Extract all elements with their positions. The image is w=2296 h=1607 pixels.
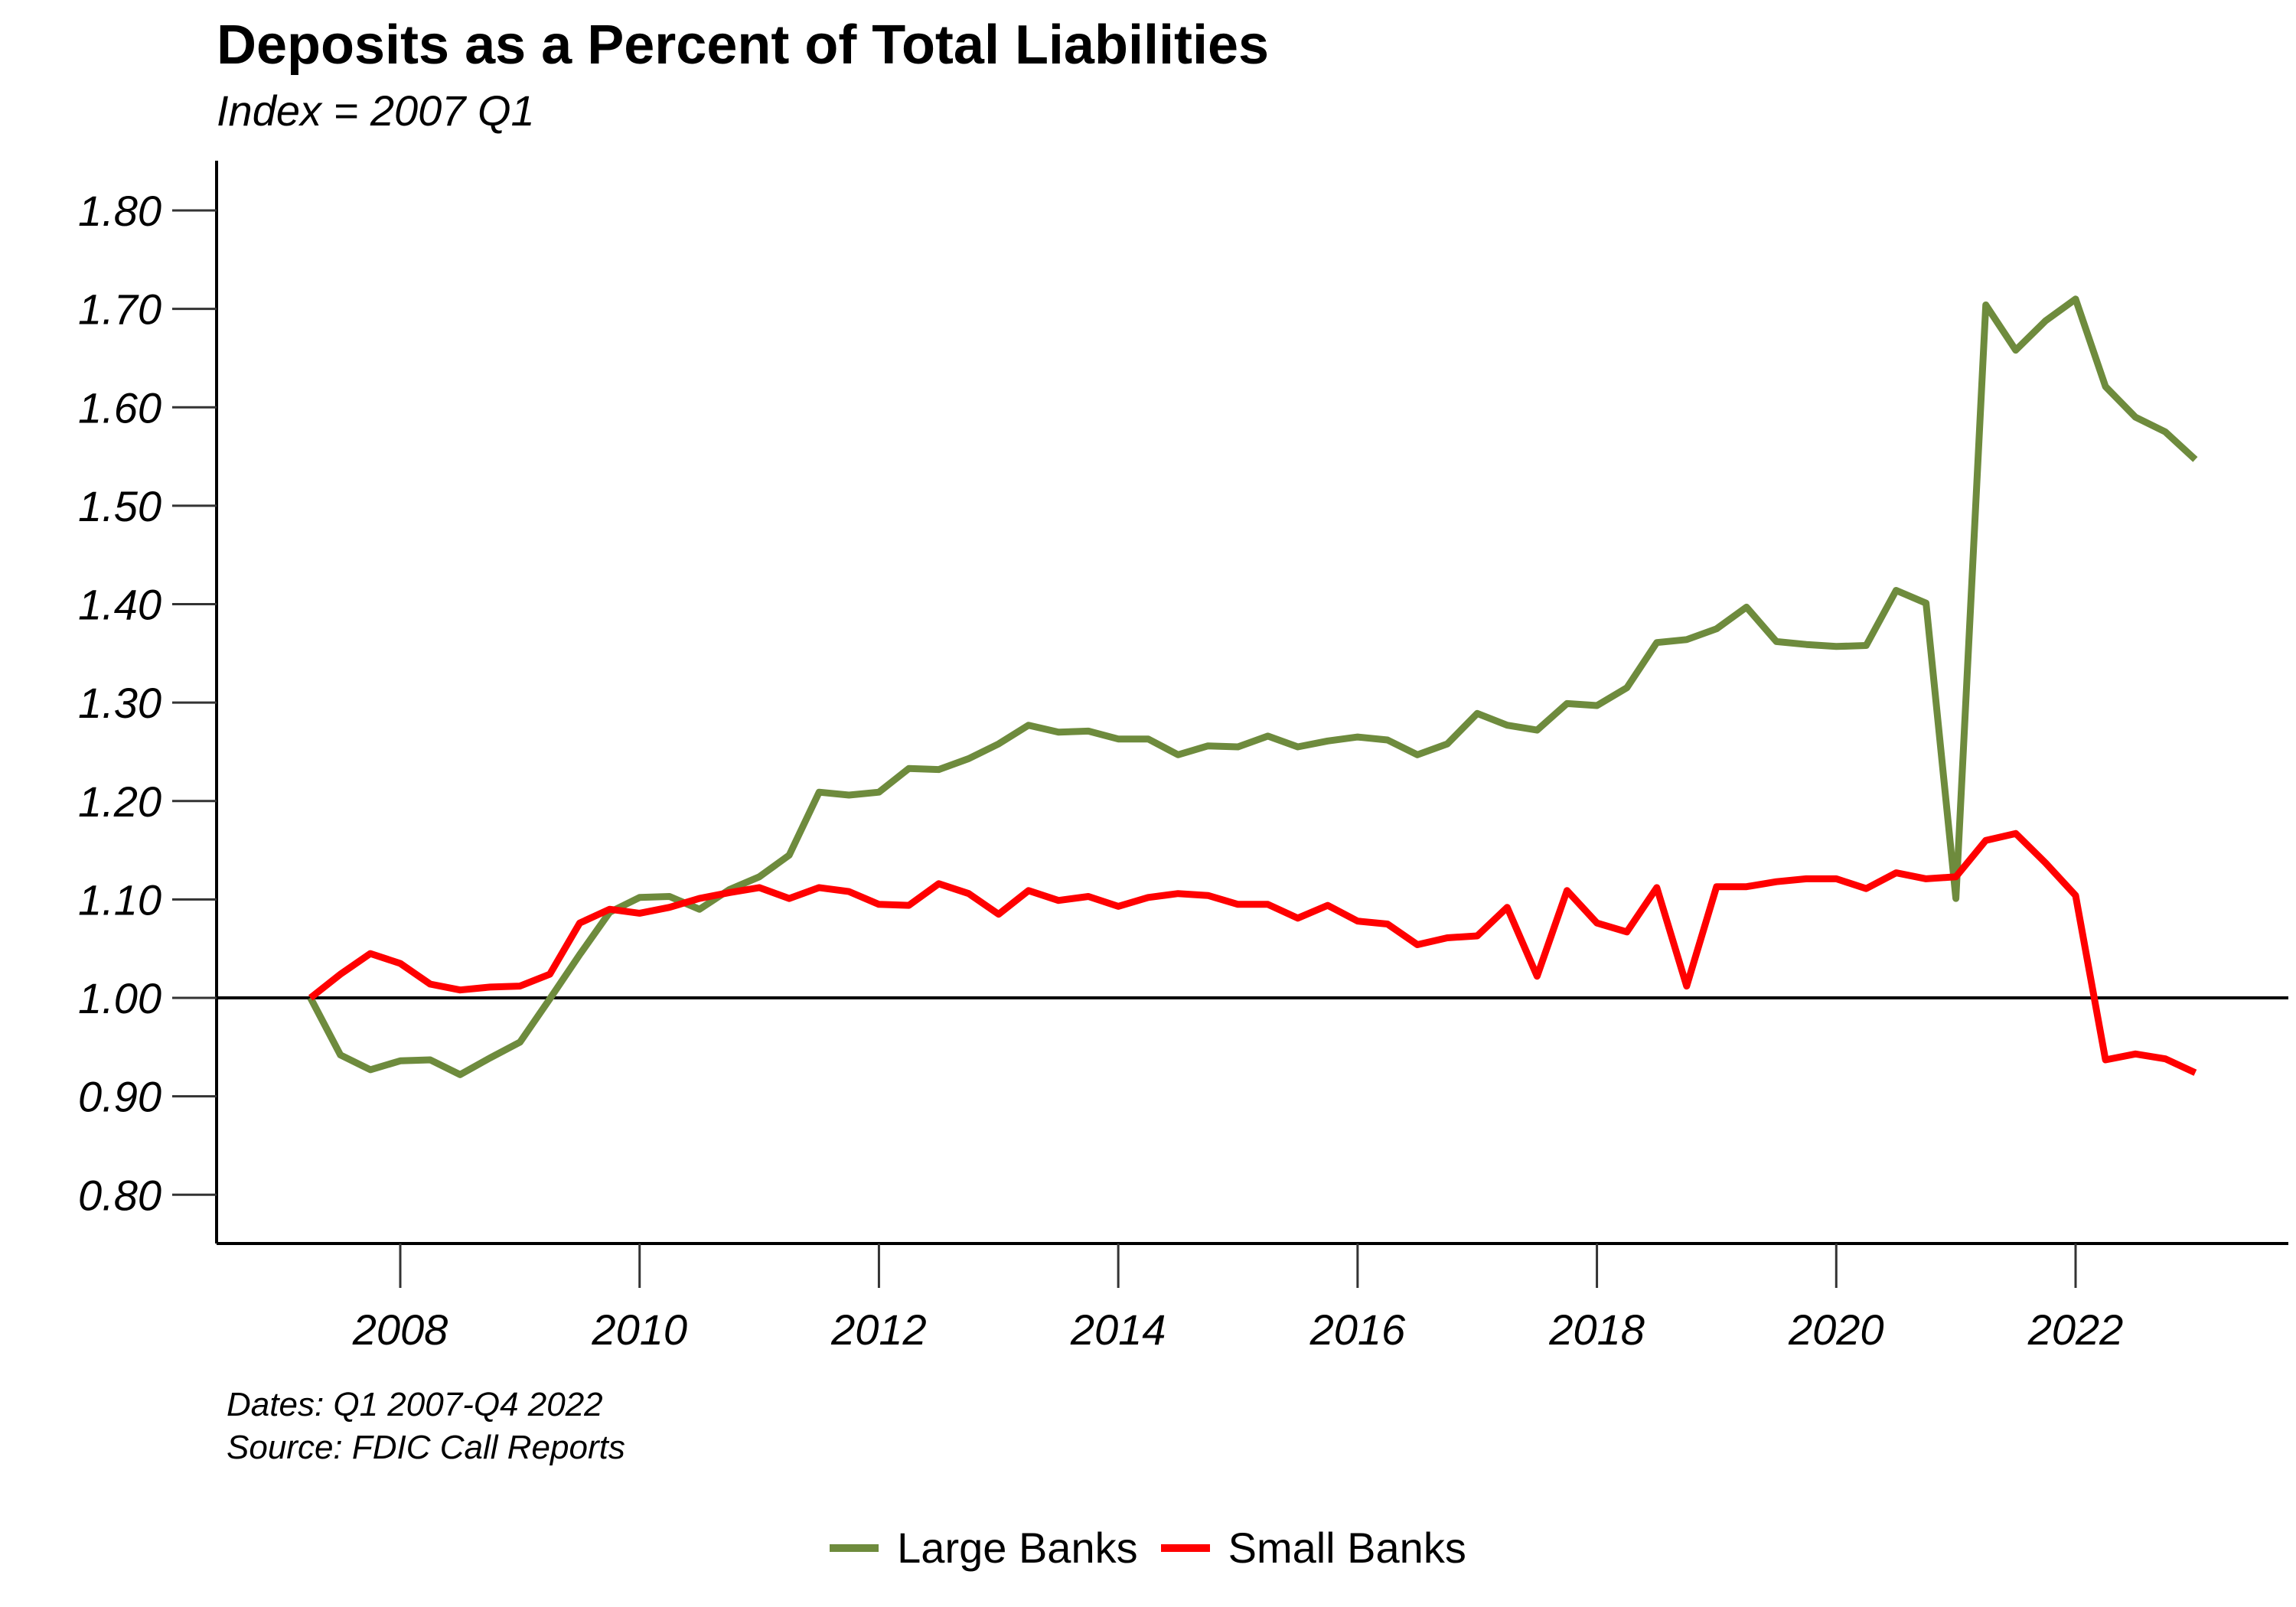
legend-item-large-banks: Large Banks [830, 1523, 1138, 1573]
x-tick-label: 2010 [591, 1305, 687, 1354]
chart-subtitle: Index = 2007 Q1 [217, 86, 535, 135]
series-line-large-banks [307, 295, 2198, 1078]
y-tick-label: 1.10 [78, 875, 161, 924]
chart-title: Deposits as a Percent of Total Liabiliti… [217, 15, 1270, 76]
caption-dates: Dates: Q1 2007-Q4 2022 [227, 1386, 603, 1423]
x-tick-label: 2022 [2027, 1305, 2124, 1354]
y-tick-label: 1.30 [78, 679, 161, 727]
x-tick-label: 2014 [1070, 1305, 1166, 1354]
x-tick-label: 2020 [1788, 1305, 1884, 1354]
legend-item-small-banks: Small Banks [1160, 1523, 1466, 1573]
y-tick-label: 0.90 [78, 1073, 161, 1121]
y-tick-label: 1.00 [78, 974, 161, 1022]
y-tick-label: 0.80 [78, 1171, 161, 1219]
axes: 0.80 0.90 1.00 1.10 1.20 1.30 1.40 1.50 1.60 1.70… [78, 161, 2288, 1354]
series-line-small-banks [308, 830, 2197, 1076]
caption-source: Source: FDIC Call Reports [227, 1429, 625, 1466]
legend: Large Banks Small Banks [0, 1523, 2296, 1573]
series-lines [307, 295, 2198, 1078]
legend-label-large-banks: Large Banks [897, 1524, 1138, 1572]
x-tick-label: 2018 [1548, 1305, 1645, 1354]
y-tick-label: 1.70 [78, 285, 161, 334]
caption: Dates: Q1 2007-Q4 2022 Source: FDIC Call… [227, 1384, 625, 1469]
legend-label-small-banks: Small Banks [1228, 1524, 1466, 1572]
legend-swatch-large-banks [830, 1543, 879, 1552]
x-tick-label: 2016 [1309, 1305, 1406, 1354]
y-tick-label: 1.80 [78, 187, 161, 235]
legend-swatch-small-banks [1160, 1543, 1210, 1552]
x-tick-label: 2012 [830, 1305, 927, 1354]
y-tick-label: 1.50 [78, 482, 161, 530]
y-tick-label: 1.60 [78, 383, 161, 432]
x-tick-label: 2008 [352, 1305, 448, 1354]
y-tick-label: 1.40 [78, 581, 161, 629]
y-tick-label: 1.20 [78, 777, 161, 826]
